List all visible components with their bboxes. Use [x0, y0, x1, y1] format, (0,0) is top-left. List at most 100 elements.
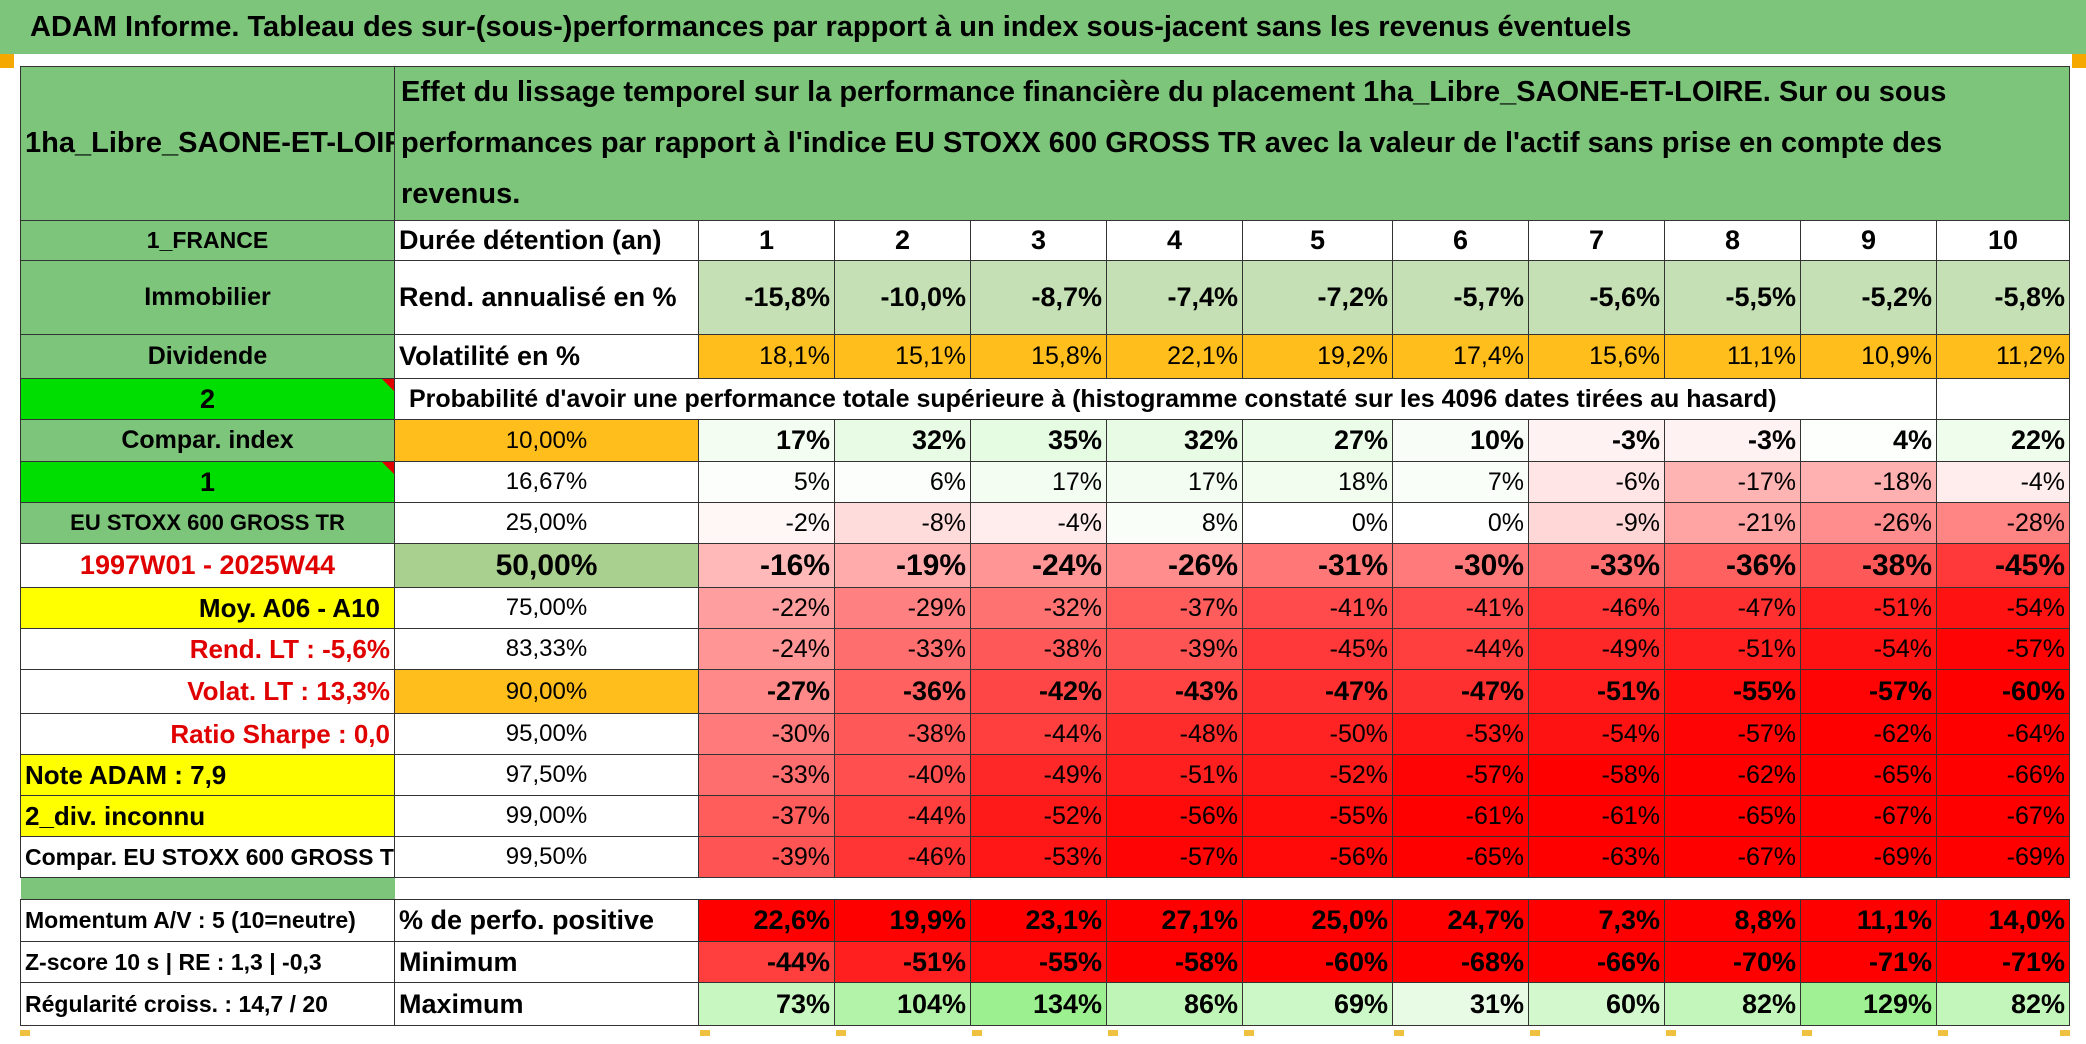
percentile-cell: -54%: [1800, 628, 1937, 670]
corner-mark-left: [0, 54, 14, 68]
percentile-cell: 0%: [1392, 502, 1529, 544]
percentile-cell: -60%: [1935, 669, 2071, 714]
vol-cell: 19,2%: [1242, 334, 1393, 379]
tick-mark: [1938, 1030, 1948, 1036]
vol-cell: 15,1%: [834, 334, 971, 379]
percentile-cell: -30%: [698, 713, 835, 755]
percentile-cell: -54%: [1935, 587, 2071, 629]
percentile-cell: -9%: [1528, 502, 1665, 544]
summary-label: Maximum: [394, 982, 699, 1026]
percentile-cell: -17%: [1664, 461, 1801, 503]
percentile-cell: -57%: [1664, 713, 1801, 755]
percentile-cell: -24%: [698, 628, 835, 670]
year-header: 3: [970, 220, 1107, 261]
percentile-cell: 8%: [1106, 502, 1243, 544]
percentile-cell: -24%: [970, 543, 1107, 588]
percentile-cell: 5%: [698, 461, 835, 503]
summary-cell: 31%: [1392, 982, 1529, 1026]
prob-row: 2 Probabilité d'avoir une performance to…: [20, 378, 2071, 420]
prob-label: Probabilité d'avoir une performance tota…: [394, 378, 1937, 420]
percentile-cell: -48%: [1106, 713, 1243, 755]
percentile-label: 83,33%: [394, 628, 699, 670]
report-title: ADAM Informe. Tableau des sur-(sous-)per…: [0, 0, 2086, 54]
tick-mark: [1802, 1030, 1812, 1036]
vol-cell: 17,4%: [1392, 334, 1529, 379]
income-label: Dividende: [20, 334, 395, 379]
percentile-cell: -69%: [1935, 836, 2071, 878]
year-header: 8: [1664, 220, 1801, 261]
percentile-cell: -19%: [834, 543, 971, 588]
tick-mark: [1244, 1030, 1254, 1036]
percentile-cell: -51%: [1664, 628, 1801, 670]
summary-cell: 14,0%: [1935, 899, 2071, 942]
percentile-cell: -61%: [1528, 795, 1665, 837]
year-header: 4: [1106, 220, 1243, 261]
year-header: 2: [834, 220, 971, 261]
percentile-cell: -62%: [1800, 713, 1937, 755]
summary-cell: 82%: [1664, 982, 1801, 1026]
percentile-cell: -65%: [1800, 754, 1937, 796]
code2-label: 2: [20, 378, 395, 420]
country-label: 1_FRANCE: [20, 220, 395, 261]
summary-cell: -68%: [1392, 941, 1529, 983]
code1-label: 1: [20, 461, 395, 503]
percentile-cell: -63%: [1528, 836, 1665, 878]
percentile-label: 10,00%: [394, 419, 699, 462]
percentile-cell: -57%: [1800, 669, 1937, 714]
rend-cell: -8,7%: [970, 260, 1107, 335]
div-label: 2_div. inconnu: [20, 795, 395, 837]
corner-mark-right: [2072, 54, 2086, 68]
percentile-cell: -53%: [970, 836, 1107, 878]
summary-row: Z-score 10 s | RE : 1,3 | -0,3 Minimum -44…: [20, 941, 2071, 983]
percentile-row: 1997W01 - 2025W44 50,00% -16% -19% -24% -26% -…: [20, 543, 2071, 588]
year-header: 9: [1800, 220, 1937, 261]
volat-lt-label: Volat. LT : 13,3%: [20, 669, 395, 714]
percentile-cell: -66%: [1935, 754, 2071, 796]
year-header: 6: [1392, 220, 1529, 261]
percentile-cell: -36%: [1664, 543, 1801, 588]
percentile-cell: -3%: [1528, 419, 1665, 462]
percentile-cell: 17%: [1106, 461, 1243, 503]
percentile-cell: 7%: [1392, 461, 1529, 503]
percentile-cell: 4%: [1800, 419, 1937, 462]
percentile-cell: -29%: [834, 587, 971, 629]
gap-cell: [394, 877, 2070, 900]
percentile-cell: -64%: [1935, 713, 2071, 755]
category-label: Immobilier: [20, 260, 395, 335]
summary-side-label: Régularité croiss. : 14,7 / 20: [20, 982, 395, 1026]
rend-cell: -5,6%: [1528, 260, 1665, 335]
percentile-cell: -47%: [1664, 587, 1801, 629]
percentile-cell: -47%: [1392, 669, 1529, 714]
summary-cell: -71%: [1935, 941, 2071, 983]
percentile-cell: -69%: [1800, 836, 1937, 878]
vol-row: Dividende Volatilité en % 18,1% 15,1% 15,8…: [20, 334, 2071, 379]
percentile-row: 1 16,67% 5% 6% 17% 17% 18% 7% -6% -17% -18% -4%: [20, 461, 2071, 503]
performance-table: 1ha_Libre_SAONE-ET-LOIRE Effet du lissag…: [20, 66, 2071, 1026]
percentile-cell: -33%: [834, 628, 971, 670]
percentile-cell: 10%: [1392, 419, 1529, 462]
year-header: 1: [698, 220, 835, 261]
summary-side-label: Z-score 10 s | RE : 1,3 | -0,3: [20, 941, 395, 983]
percentile-cell: -49%: [1528, 628, 1665, 670]
percentile-cell: -8%: [834, 502, 971, 544]
percentile-label: 25,00%: [394, 502, 699, 544]
summary-cell: 24,7%: [1392, 899, 1529, 942]
summary-cell: 73%: [698, 982, 835, 1026]
summary-cell: -58%: [1106, 941, 1243, 983]
summary-cell: -71%: [1800, 941, 1937, 983]
percentile-cell: -44%: [834, 795, 971, 837]
percentile-cell: -37%: [698, 795, 835, 837]
percentile-cell: -32%: [970, 587, 1107, 629]
percentile-label: 99,00%: [394, 795, 699, 837]
summary-cell: 8,8%: [1664, 899, 1801, 942]
tick-mark: [1394, 1030, 1404, 1036]
description-text: Effet du lissage temporel sur la perform…: [393, 66, 2071, 221]
percentile-cell: -44%: [970, 713, 1107, 755]
percentile-cell: -51%: [1106, 754, 1243, 796]
percentile-cell: -54%: [1528, 713, 1665, 755]
percentile-cell: -39%: [1106, 628, 1243, 670]
percentile-cell: -18%: [1800, 461, 1937, 503]
rend-cell: -7,4%: [1106, 260, 1243, 335]
summary-cell: -70%: [1664, 941, 1801, 983]
